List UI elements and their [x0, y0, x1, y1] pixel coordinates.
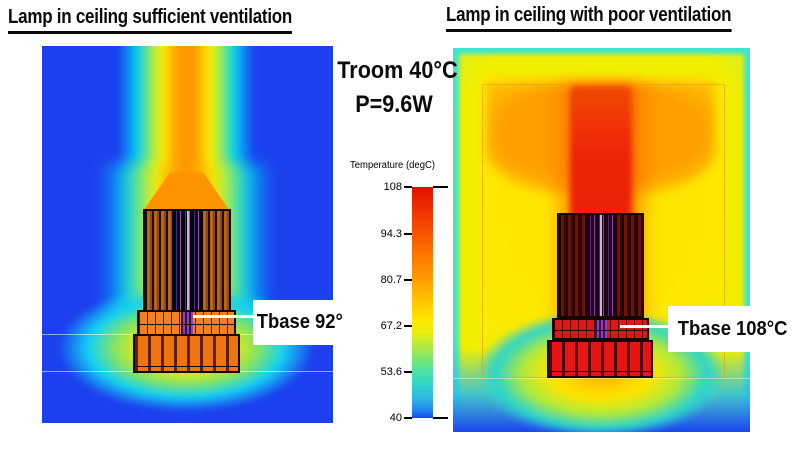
lamp-heatsink: [143, 209, 231, 312]
ceiling-plane-line: [453, 378, 750, 379]
colorbar-tick-mark: [404, 232, 412, 235]
tbase-label-right-text: Tbase 108°C: [677, 317, 788, 340]
temperature-colorbar: Temperature (degC) 108 94.3 80.7 67.2 53.6 40: [346, 158, 460, 436]
colorbar-tick: 53.6: [346, 366, 460, 378]
lamp-core-stripes: [585, 215, 617, 316]
left-heatmap-panel: [42, 46, 333, 423]
colorbar-tick-mark: [404, 370, 412, 373]
colorbar-tick-mark: [404, 324, 412, 327]
lamp-screw-base: [547, 340, 653, 378]
tbase-pointer-line-right: [620, 325, 670, 328]
right-heatmap-panel: [453, 48, 750, 432]
colorbar-tick-mark: [433, 186, 448, 188]
lamp-collar-center: [180, 312, 194, 334]
colorbar-tick-label: 108: [383, 181, 402, 193]
colorbar-tick: 94.3: [346, 228, 460, 240]
colorbar-tick-label: 80.7: [380, 273, 402, 286]
conditions-label: Troom 40°C P=9.6W: [331, 54, 457, 121]
colorbar-tick: 80.7: [346, 274, 460, 286]
colorbar-tick: 108: [346, 181, 460, 193]
colorbar-tick-mark: [433, 417, 448, 419]
colorbar-tick-label: 94.3: [380, 227, 402, 240]
colorbar-tick: 67.2: [346, 320, 460, 332]
lamp-collar: [552, 318, 649, 340]
lamp-collar-center: [594, 320, 607, 338]
lamp-core-stripes: [171, 211, 203, 310]
colorbar-tick-label: 67.2: [380, 319, 402, 332]
right-panel-title: Lamp in ceiling with poor ventilation: [446, 4, 782, 32]
tbase-label-right: Tbase 108°C: [668, 306, 797, 352]
lamp-screw-base: [133, 334, 240, 373]
tbase-pointer-line-left: [193, 315, 255, 318]
right-panel-title-text: Lamp in ceiling with poor ventilation: [446, 4, 732, 32]
room-temperature-label: Troom 40°C: [337, 57, 458, 84]
colorbar-tick: 40: [346, 412, 460, 424]
lamp-collar: [137, 310, 236, 336]
power-label: P=9.6W: [355, 90, 433, 118]
colorbar-tick-label: 53.6: [380, 365, 402, 378]
colorbar-gradient: [412, 187, 433, 418]
colorbar-ticks: 108 94.3 80.7 67.2 53.6 40: [346, 181, 460, 424]
colorbar-tick-mark: [404, 278, 412, 281]
tbase-label-left-text: Tbase 92°: [256, 311, 343, 333]
colorbar-tick-label: 40: [389, 412, 402, 424]
left-panel-title: Lamp in ceiling sufficient ventilation: [8, 6, 342, 34]
tbase-label-left: Tbase 92°: [253, 300, 346, 345]
colorbar-tick-mark: [404, 417, 412, 419]
colorbar-title: Temperature (degC): [350, 160, 436, 171]
left-panel-title-text: Lamp in ceiling sufficient ventilation: [8, 6, 292, 34]
colorbar-tick-mark: [404, 186, 412, 188]
lamp-heatsink: [557, 213, 644, 318]
